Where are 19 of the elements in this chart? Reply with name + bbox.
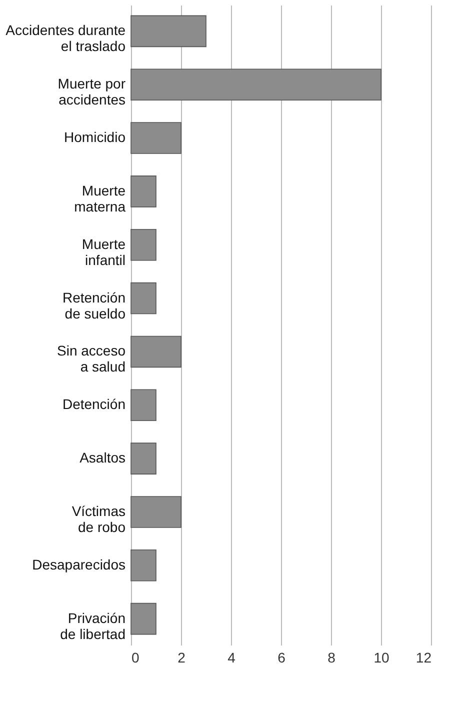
y-tick-label: Asaltos xyxy=(80,450,126,466)
x-tick-label: 8 xyxy=(328,650,336,666)
y-tick-label: Muerte infantil xyxy=(82,236,126,268)
x-tick-label: 2 xyxy=(178,650,186,666)
x-tick-label: 10 xyxy=(374,650,390,666)
y-tick-label: Muerte por accidentes xyxy=(58,76,126,108)
y-tick-label: Detención xyxy=(62,396,126,412)
x-tick-label: 12 xyxy=(416,650,432,666)
y-tick-label: Sin acceso a salud xyxy=(57,342,126,375)
y-tick-label: Muerte materna xyxy=(74,182,126,214)
y-tick-label: Víctimas de robo xyxy=(72,502,126,535)
y-tick-label: Desaparecidos xyxy=(32,556,126,572)
x-tick-label: 4 xyxy=(228,650,236,666)
y-tick-label: Homicidio xyxy=(64,129,126,146)
y-tick-label: Accidentes durante el traslado xyxy=(6,22,126,54)
x-tick-label: 0 xyxy=(132,650,140,666)
x-tick-label: 6 xyxy=(278,650,286,666)
y-tick-label: Retención de sueldo xyxy=(62,289,126,322)
y-tick-label: Privación de libertad xyxy=(60,610,126,642)
